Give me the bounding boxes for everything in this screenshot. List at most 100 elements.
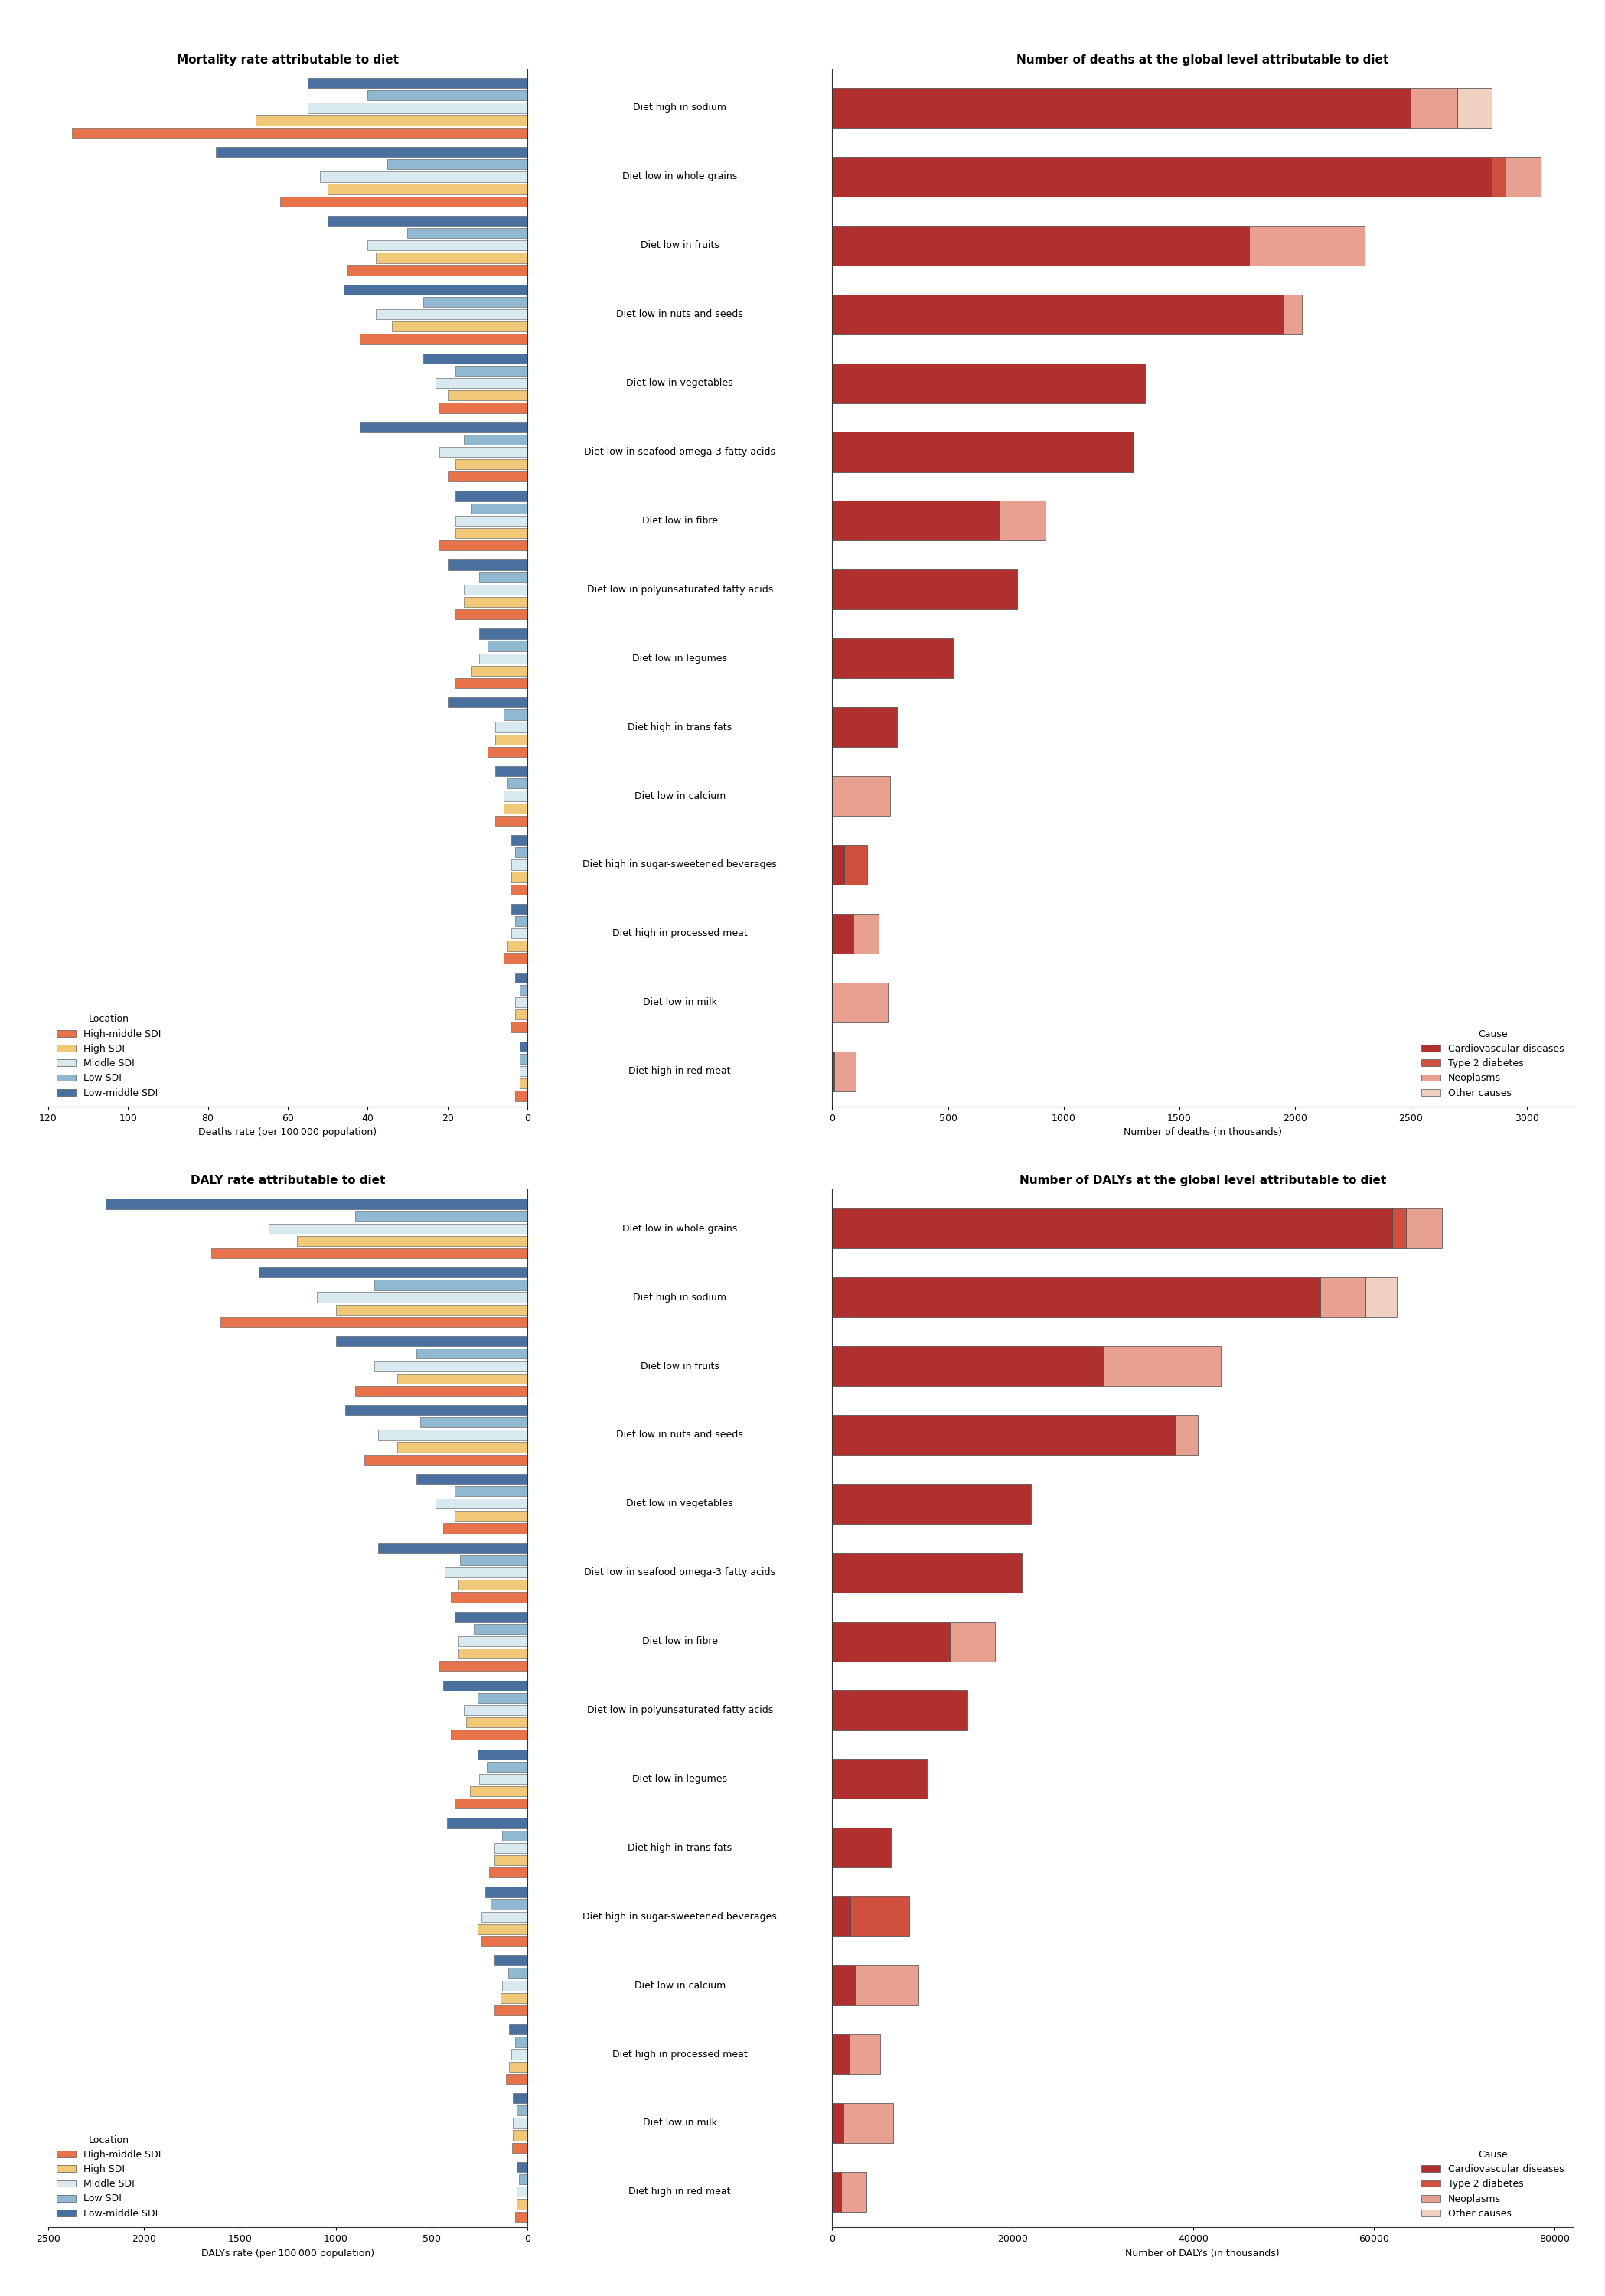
Bar xyxy=(440,402,528,413)
Bar xyxy=(1284,294,1302,335)
Bar xyxy=(504,790,528,801)
Bar xyxy=(502,1830,528,1841)
Bar xyxy=(496,815,528,827)
Bar xyxy=(1505,156,1541,197)
Bar xyxy=(448,471,528,482)
Text: Diet low in polyunsaturated fatty acids: Diet low in polyunsaturated fatty acids xyxy=(587,585,774,595)
Text: Diet low in nuts and seeds: Diet low in nuts and seeds xyxy=(616,1430,743,1440)
Bar xyxy=(456,365,528,377)
Bar xyxy=(461,1554,528,1566)
Bar xyxy=(833,776,891,815)
Bar xyxy=(335,1336,528,1345)
Bar xyxy=(327,184,528,195)
Bar xyxy=(515,2211,528,2223)
Bar xyxy=(308,103,528,113)
Bar xyxy=(440,448,528,457)
Bar xyxy=(517,2163,528,2172)
Text: Diet low in whole grains: Diet low in whole grains xyxy=(623,1224,737,1233)
Text: Diet high in sugar-sweetened beverages: Diet high in sugar-sweetened beverages xyxy=(583,1913,777,1922)
Bar xyxy=(448,698,528,707)
Bar xyxy=(456,517,528,526)
Title: DALY rate attributable to diet: DALY rate attributable to diet xyxy=(191,1176,385,1187)
Bar xyxy=(464,1706,528,1715)
Bar xyxy=(1493,156,1505,197)
Bar xyxy=(445,1568,528,1577)
Bar xyxy=(509,1968,528,1979)
Bar xyxy=(514,2094,528,2103)
Bar xyxy=(106,1199,528,1210)
Legend: Cardiovascular diseases, Type 2 diabetes, Neoplasms, Other causes: Cardiovascular diseases, Type 2 diabetes… xyxy=(1417,1026,1568,1102)
Bar xyxy=(258,1267,528,1277)
Bar xyxy=(509,2062,528,2071)
Bar xyxy=(496,767,528,776)
Bar xyxy=(833,1690,968,1731)
Bar xyxy=(396,1373,528,1384)
Bar xyxy=(515,2037,528,2048)
Bar xyxy=(849,2034,880,2073)
Text: Diet high in trans fats: Diet high in trans fats xyxy=(628,723,732,732)
Bar xyxy=(506,2073,528,2085)
Bar xyxy=(518,2174,528,2183)
Title: Mortality rate attributable to diet: Mortality rate attributable to diet xyxy=(177,55,398,67)
Bar xyxy=(456,677,528,689)
Bar xyxy=(456,459,528,468)
Bar xyxy=(833,156,1493,197)
Text: Diet low in nuts and seeds: Diet low in nuts and seeds xyxy=(616,310,743,319)
Bar xyxy=(833,1965,855,2004)
Text: Diet low in legumes: Diet low in legumes xyxy=(632,654,727,664)
Bar xyxy=(478,1750,528,1759)
Bar xyxy=(833,1208,1392,1249)
Bar xyxy=(451,1591,528,1603)
Bar xyxy=(515,847,528,856)
Text: Diet low in fibre: Diet low in fibre xyxy=(642,517,717,526)
Bar xyxy=(504,709,528,721)
Bar xyxy=(833,432,1133,473)
Bar xyxy=(459,1649,528,1658)
Bar xyxy=(459,1580,528,1589)
Text: Diet low in vegetables: Diet low in vegetables xyxy=(626,1499,733,1508)
Bar xyxy=(1175,1414,1197,1456)
Bar xyxy=(998,501,1045,540)
Bar xyxy=(416,1348,528,1359)
Bar xyxy=(515,974,528,983)
Bar xyxy=(465,1717,528,1727)
Bar xyxy=(520,1065,528,1077)
Bar xyxy=(502,1981,528,1991)
Bar xyxy=(348,264,528,276)
Text: Diet low in polyunsaturated fatty acids: Diet low in polyunsaturated fatty acids xyxy=(587,1706,774,1715)
Text: Diet low in milk: Diet low in milk xyxy=(642,996,717,1008)
Bar xyxy=(833,1621,950,1662)
Bar xyxy=(833,2103,843,2142)
Bar xyxy=(512,905,528,914)
Bar xyxy=(297,1235,528,1247)
Text: Diet low in seafood omega-3 fatty acids: Diet low in seafood omega-3 fatty acids xyxy=(584,448,775,457)
Bar xyxy=(504,953,528,964)
Bar xyxy=(215,147,528,156)
Bar xyxy=(459,1637,528,1646)
Bar xyxy=(220,1318,528,1327)
Bar xyxy=(833,983,888,1022)
Bar xyxy=(833,569,1018,608)
X-axis label: DALYs rate (per 100 000 population): DALYs rate (per 100 000 population) xyxy=(201,2248,374,2259)
Bar xyxy=(424,296,528,308)
Bar xyxy=(517,2186,528,2197)
Bar xyxy=(950,1621,995,1662)
Bar xyxy=(1406,1208,1441,1249)
Bar xyxy=(833,87,1411,129)
Text: Diet high in processed meat: Diet high in processed meat xyxy=(612,2050,748,2060)
Bar xyxy=(392,321,528,331)
Bar xyxy=(355,1210,528,1221)
Bar xyxy=(833,1759,928,1798)
X-axis label: Number of DALYs (in thousands): Number of DALYs (in thousands) xyxy=(1125,2248,1279,2259)
Bar xyxy=(833,1483,1030,1525)
Bar xyxy=(374,1362,528,1371)
Title: Number of deaths at the global level attributable to diet: Number of deaths at the global level att… xyxy=(1016,55,1388,67)
Bar xyxy=(268,1224,528,1233)
Bar xyxy=(355,1387,528,1396)
Bar xyxy=(440,540,528,551)
Bar xyxy=(374,1279,528,1290)
Bar xyxy=(509,2025,528,2034)
Bar xyxy=(456,528,528,537)
Bar xyxy=(515,916,528,925)
Legend: High-middle SDI, High SDI, Middle SDI, Low SDI, Low-middle SDI: High-middle SDI, High SDI, Middle SDI, L… xyxy=(53,1010,165,1102)
